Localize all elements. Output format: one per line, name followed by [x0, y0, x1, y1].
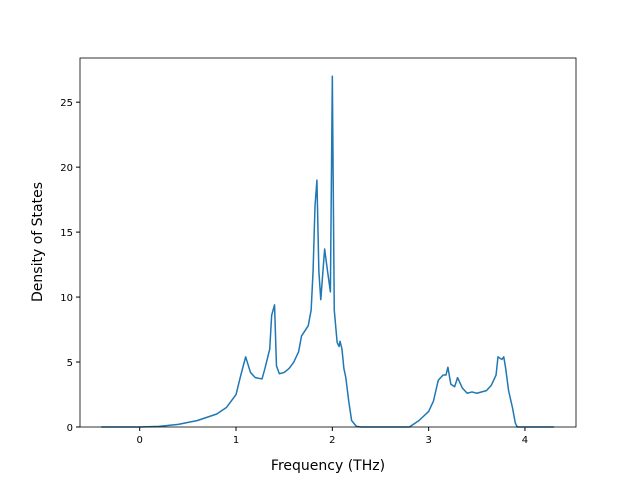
y-tick-label: 20 — [60, 163, 73, 174]
line — [101, 75, 554, 428]
plot-frame — [79, 57, 577, 428]
y-tick-label: 25 — [60, 98, 73, 109]
x-tick-label: 2 — [329, 435, 335, 446]
y-axis-label: Density of States — [30, 182, 46, 302]
x-tick-label: 3 — [425, 435, 431, 446]
x-tick-label: 0 — [137, 435, 143, 446]
y-tick-label: 5 — [67, 358, 73, 369]
x-tick-label: 4 — [522, 435, 528, 446]
x-tick-label: 1 — [233, 435, 239, 446]
y-tick-label: 0 — [67, 423, 73, 434]
x-axis-label: Frequency (THz) — [271, 458, 385, 474]
y-tick-label: 15 — [60, 228, 73, 239]
y-tick-label: 10 — [60, 293, 73, 304]
